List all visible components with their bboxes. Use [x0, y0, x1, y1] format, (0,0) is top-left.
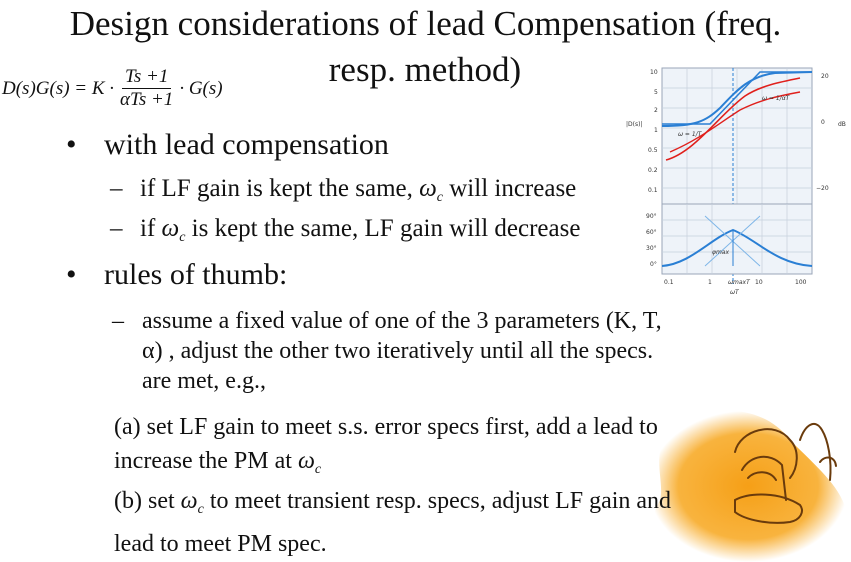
svg-text:−20: −20 — [816, 185, 829, 192]
sub-text: if LF gain is kept the same, — [140, 175, 420, 202]
svg-text:90°: 90° — [646, 213, 657, 220]
rule-line-2: α) , adjust the other two iteratively un… — [142, 338, 654, 364]
svg-text:ωmaxT: ωmaxT — [728, 279, 751, 286]
rule-b-paragraph: (b) set ωc to meet transient resp. specs… — [114, 484, 671, 561]
svg-text:60°: 60° — [646, 229, 657, 236]
svg-text:20: 20 — [821, 73, 829, 80]
formula-lhs: D(s)G(s) = K · — [2, 77, 115, 99]
bullet-rules-of-thumb: • rules of thumb: — [66, 258, 288, 292]
omega-c-symbol: ωc — [161, 215, 186, 245]
slide-title-line2: resp. method) — [328, 50, 522, 89]
rule-a-line-1: (a) set LF gain to meet s.s. error specs… — [114, 414, 658, 440]
magnitude-plot: 10 5 2 1 0.5 0.2 0.1 |D(s)| 20 0 −20 dB … — [626, 67, 846, 284]
lead-compensator-formula: D(s)G(s) = K · Ts +1 αTs +1 · G(s) — [2, 66, 223, 111]
svg-text:ω = 1/αT: ω = 1/αT — [762, 95, 791, 102]
dash-marker: – — [112, 308, 124, 334]
dash-marker: – — [110, 175, 123, 202]
orange-highlight-shape — [648, 410, 849, 562]
slide-title: Design considerations of lead Compensati… — [69, 4, 782, 43]
bode-plot-figure: 10 5 2 1 0.5 0.2 0.1 |D(s)| 20 0 −20 dB … — [626, 67, 846, 296]
bullet-dot: • — [66, 258, 77, 291]
formula-rhs: · G(s) — [179, 77, 223, 99]
magnitude-curve — [661, 71, 813, 127]
svg-text:10: 10 — [650, 69, 658, 76]
sub-text-tail: will increase — [443, 175, 577, 202]
svg-text:10: 10 — [755, 279, 763, 286]
svg-text:0°: 0° — [650, 261, 657, 268]
rule-line-3: are met, e.g., — [142, 368, 266, 394]
formula-fraction: Ts +1 αTs +1 — [117, 66, 176, 111]
svg-text:0.2: 0.2 — [648, 167, 658, 174]
formula-denominator: αTs +1 — [120, 89, 174, 110]
hand-sketch — [734, 422, 837, 524]
rule-b-line-1: (b) set ωc to meet transient resp. specs… — [114, 488, 672, 517]
rule-line-1: assume a fixed value of one of the 3 par… — [142, 308, 662, 334]
svg-text:φmax: φmax — [712, 249, 729, 256]
svg-text:ω = 1/T: ω = 1/T — [678, 131, 703, 138]
rule-b-line-2: lead to meet PM spec. — [114, 531, 327, 557]
svg-text:30°: 30° — [646, 245, 657, 252]
sub-text-tail: is kept the same, LF gain will decrease — [185, 215, 581, 242]
svg-text:|D(s)|: |D(s)| — [626, 121, 642, 128]
svg-text:0.5: 0.5 — [648, 147, 658, 154]
svg-text:0.1: 0.1 — [664, 279, 674, 286]
dash-marker: – — [110, 215, 123, 242]
svg-text:ωT: ωT — [730, 289, 740, 296]
sub-bullet-assume-fixed: – assume a fixed value of one of the 3 p… — [112, 306, 662, 396]
rule-a-paragraph: (a) set LF gain to meet s.s. error specs… — [114, 410, 658, 487]
svg-text:2: 2 — [654, 107, 658, 114]
bullet-text: with lead compensation — [104, 128, 389, 161]
sub-bullet-lf-gain-same: – if LF gain is kept the same, ωc will i… — [110, 174, 577, 213]
omega-c-symbol: ωc — [297, 448, 322, 477]
phase-plot: 90° 60° 30° 0° φmax 0.1 1 10 100 ωmaxT ω… — [646, 203, 813, 296]
bullet-text: rules of thumb: — [104, 258, 288, 291]
red-sketch-curve-1 — [665, 77, 801, 161]
svg-text:5: 5 — [654, 89, 658, 96]
svg-text:0.1: 0.1 — [648, 187, 658, 194]
rule-a-line-2: increase the PM at ωc — [114, 448, 322, 477]
red-sketch-curve-2 — [669, 91, 801, 153]
bullet-lead-compensation: • with lead compensation — [66, 128, 389, 162]
svg-text:100: 100 — [795, 279, 807, 286]
omega-c-symbol: ωc — [419, 175, 443, 205]
sub-text: if — [140, 215, 162, 242]
svg-text:0: 0 — [821, 119, 825, 126]
svg-text:1: 1 — [708, 279, 712, 286]
omega-c-symbol: ωc — [180, 488, 204, 517]
bullet-dot: • — [66, 128, 77, 161]
sub-bullet-wc-same: – if ωc is kept the same, LF gain will d… — [110, 214, 581, 253]
formula-numerator: Ts +1 — [122, 66, 172, 89]
svg-text:dB: dB — [838, 121, 846, 128]
svg-text:1: 1 — [654, 127, 658, 134]
